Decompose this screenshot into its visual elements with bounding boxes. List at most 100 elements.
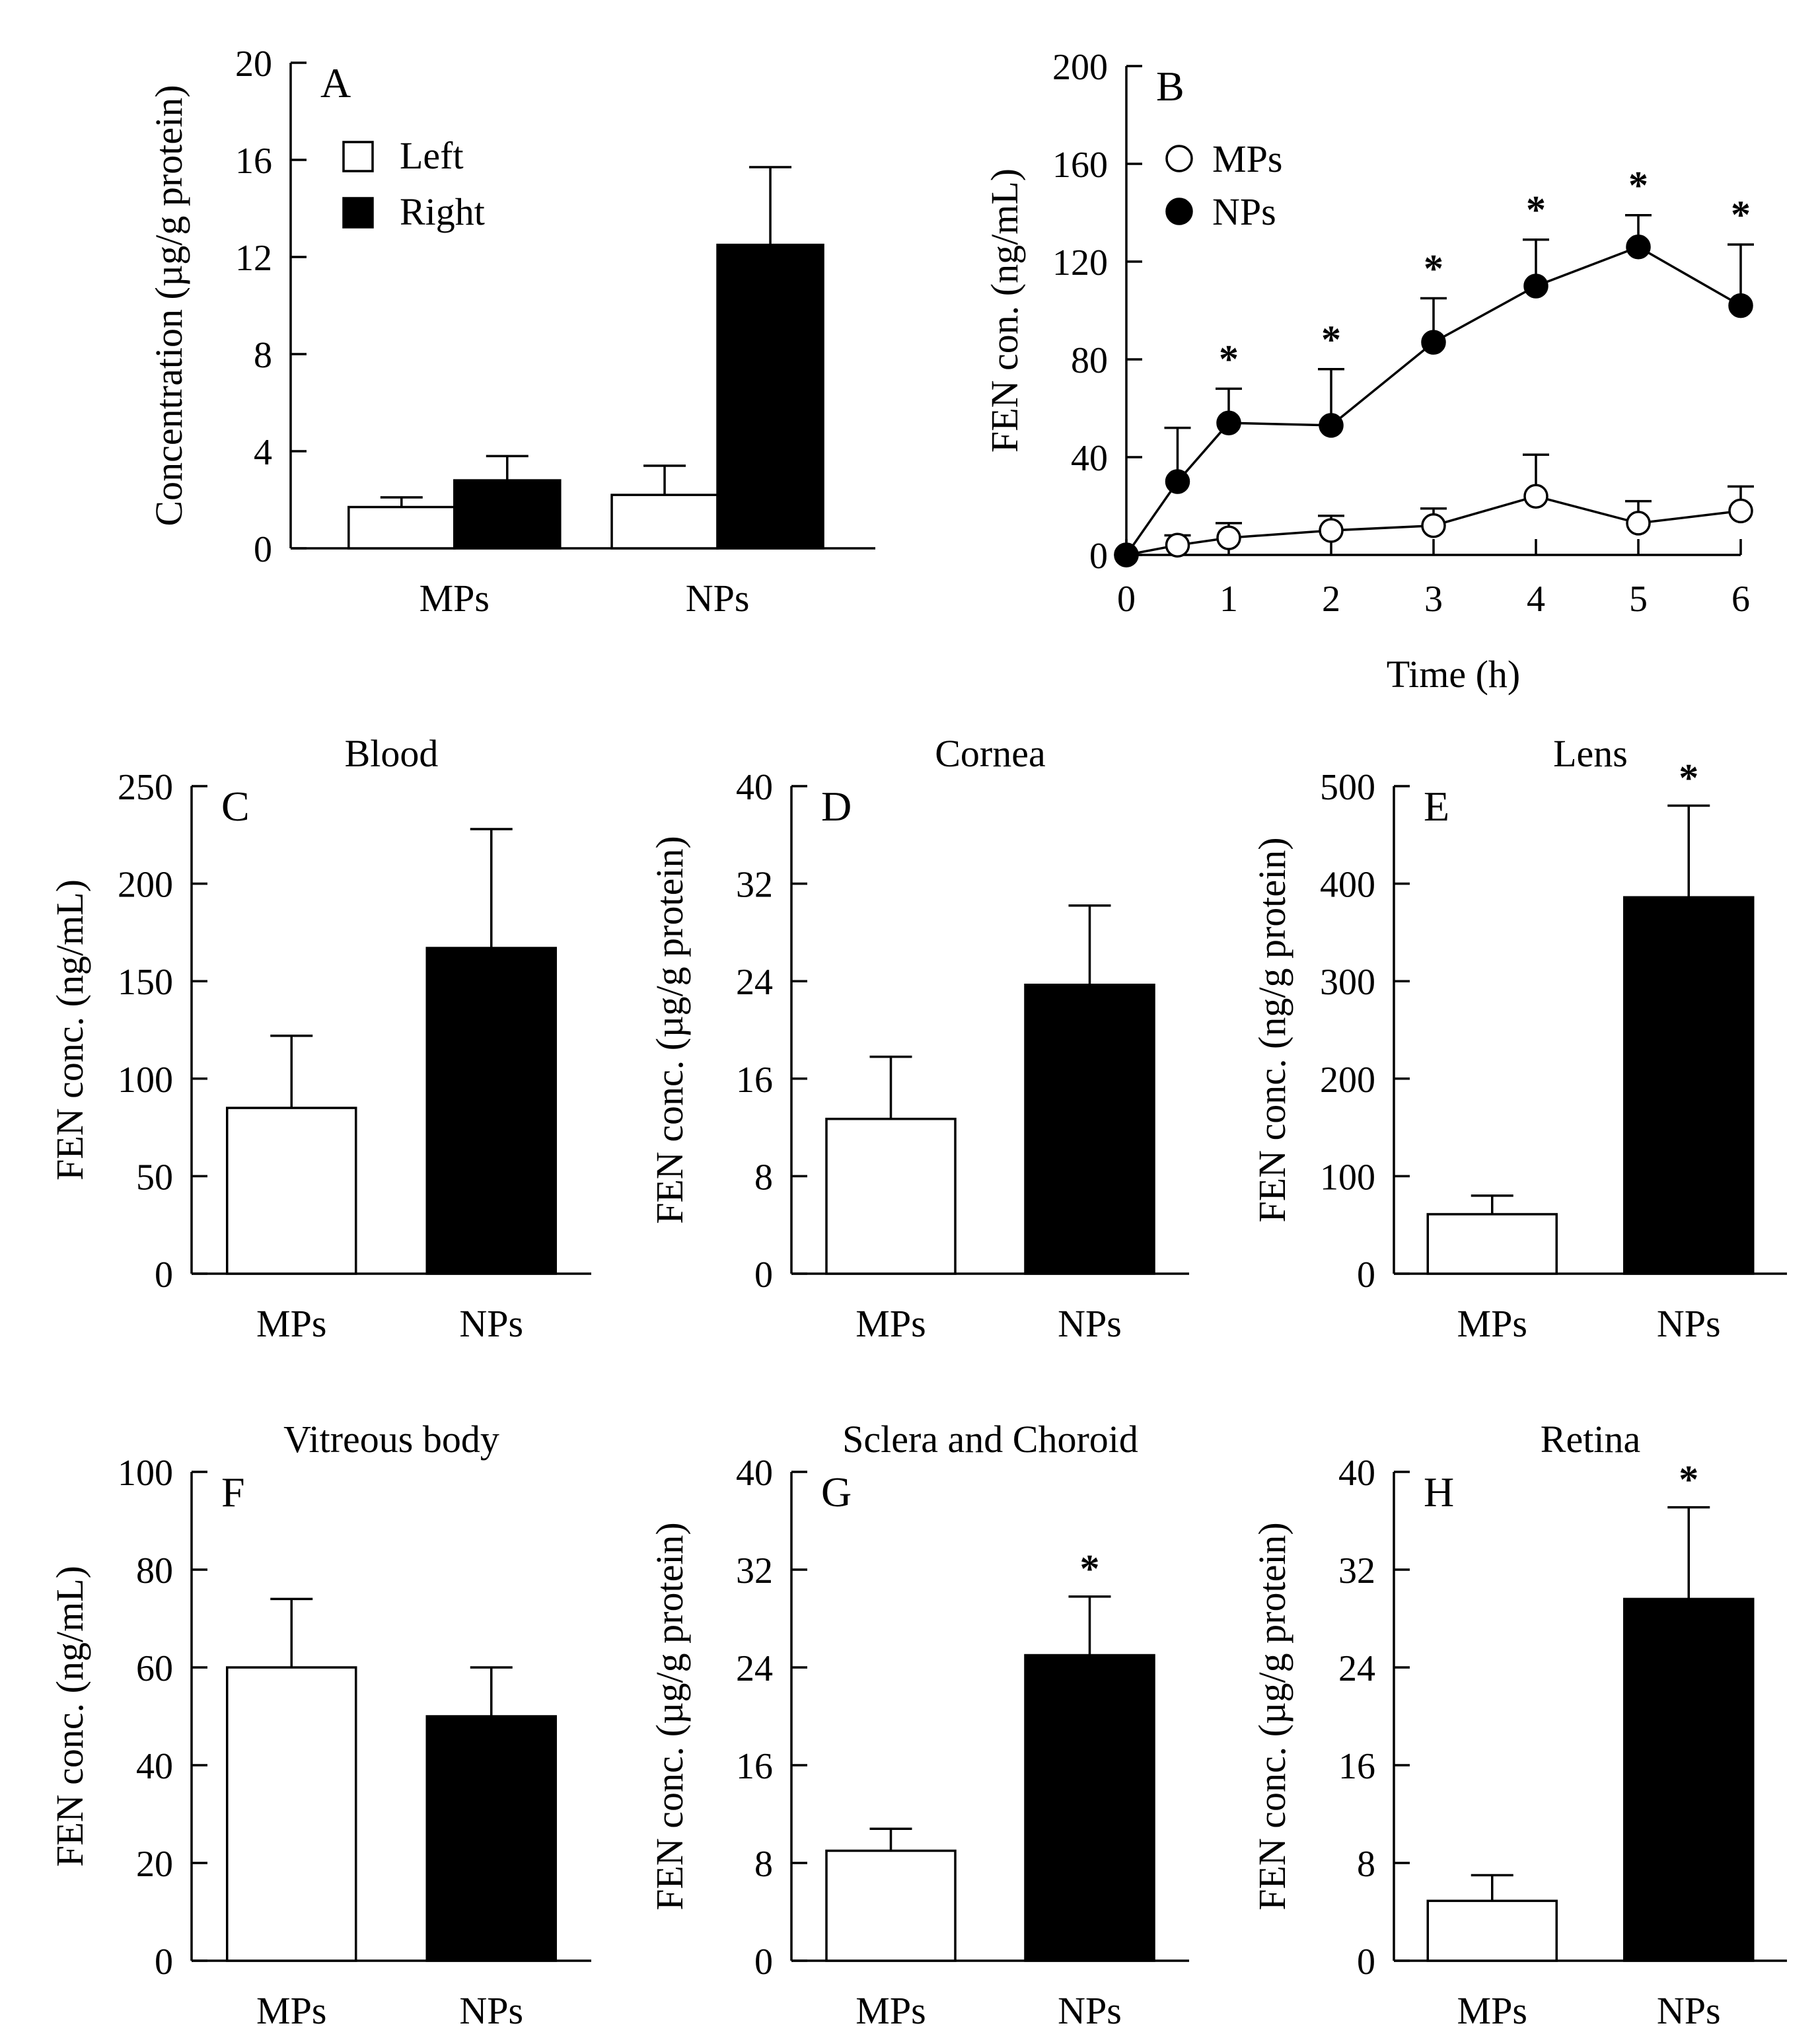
bar bbox=[610, 493, 719, 550]
y-tick-label: 150 bbox=[118, 962, 173, 1003]
y-tick-label: 80 bbox=[136, 1550, 173, 1591]
chart-panel-h: 0 8 16 24 32 40 FEN conc. (µg/g protein) H Retin… bbox=[1251, 1418, 1787, 2032]
panel-letter: G bbox=[821, 1469, 852, 1515]
data-point-nps bbox=[1114, 542, 1139, 567]
bar bbox=[1024, 1654, 1155, 1962]
significance-mark: * bbox=[1679, 1458, 1698, 1502]
y-tick-label: 20 bbox=[136, 1844, 173, 1885]
legend-label: MPs bbox=[1212, 137, 1282, 180]
chart-panel-c: 0 50 100 150 200 250 FEN conc. (ng/mL) C Blood MP… bbox=[48, 732, 591, 1345]
x-axis-title: Time (h) bbox=[1387, 653, 1521, 696]
legend-label: Right bbox=[400, 190, 485, 233]
data-point-nps bbox=[1626, 235, 1651, 260]
x-category-label: NPs bbox=[1657, 1989, 1721, 2032]
x-tick-label: 5 bbox=[1629, 579, 1648, 620]
y-tick-label: 120 bbox=[1052, 242, 1108, 283]
y-tick-label: 80 bbox=[1071, 340, 1108, 381]
y-tick-label: 32 bbox=[736, 865, 773, 906]
bar bbox=[825, 1117, 957, 1275]
chart-panel-g: 0 8 16 24 32 40 FEN conc. (µg/g protein) G Scler… bbox=[648, 1418, 1189, 2032]
y-tick-label: 16 bbox=[1338, 1746, 1375, 1787]
x-category-label: NPs bbox=[1058, 1302, 1122, 1345]
chart-panel-d: 0 8 16 24 32 40 FEN conc. (µg/g protein) D Corne… bbox=[648, 732, 1189, 1345]
y-tick-label: 100 bbox=[118, 1060, 173, 1101]
y-tick-label: 8 bbox=[754, 1844, 773, 1885]
panel-letter: F bbox=[221, 1469, 245, 1515]
panel-letter: E bbox=[1424, 783, 1449, 830]
y-tick-label: 32 bbox=[1338, 1550, 1375, 1591]
y-tick-label: 20 bbox=[235, 44, 272, 85]
data-point-nps bbox=[1319, 413, 1344, 438]
panel-title: Vitreous body bbox=[283, 1418, 499, 1461]
significance-mark: * bbox=[1731, 193, 1751, 237]
y-tick-label: 16 bbox=[736, 1060, 773, 1101]
y-tick-label: 200 bbox=[1052, 47, 1108, 88]
y-tick-label: 32 bbox=[736, 1550, 773, 1591]
y-tick-label: 8 bbox=[754, 1157, 773, 1198]
x-category-label: MPs bbox=[1457, 1302, 1527, 1345]
y-tick-label: 40 bbox=[736, 1453, 773, 1494]
y-tick-label: 24 bbox=[736, 962, 773, 1003]
data-point-mps bbox=[1319, 518, 1344, 543]
panel-letter: C bbox=[221, 783, 250, 830]
y-tick-label: 12 bbox=[235, 238, 272, 279]
y-tick-label: 0 bbox=[754, 1255, 773, 1295]
bar bbox=[1623, 896, 1755, 1275]
panel-letter: H bbox=[1424, 1469, 1454, 1515]
y-tick-label: 16 bbox=[736, 1746, 773, 1787]
x-category-label: MPs bbox=[855, 1989, 926, 2032]
legend-marker bbox=[1165, 198, 1193, 225]
bar bbox=[716, 243, 824, 550]
y-tick-label: 16 bbox=[235, 141, 272, 182]
y-tick-label: 500 bbox=[1320, 767, 1375, 808]
y-axis-title: FEN conc. (ng/g protein) bbox=[1251, 837, 1293, 1222]
y-tick-label: 0 bbox=[754, 1942, 773, 1983]
panel-letter: D bbox=[821, 783, 852, 830]
bar bbox=[425, 1715, 557, 1962]
bar bbox=[1623, 1597, 1755, 1962]
x-tick-label: 4 bbox=[1527, 579, 1545, 620]
bar bbox=[825, 1849, 957, 1962]
y-tick-label: 200 bbox=[118, 865, 173, 906]
x-tick-label: 6 bbox=[1731, 579, 1750, 620]
x-tick-label: 2 bbox=[1322, 579, 1340, 620]
data-point-nps bbox=[1523, 273, 1548, 299]
legend-marker bbox=[1165, 145, 1193, 172]
significance-mark: * bbox=[1219, 337, 1239, 381]
y-tick-label: 40 bbox=[1071, 438, 1108, 479]
bar bbox=[1024, 983, 1155, 1275]
x-category-label: MPs bbox=[419, 577, 490, 620]
y-axis-title: FEN conc. (ng/mL) bbox=[48, 879, 91, 1181]
data-point-mps bbox=[1626, 511, 1651, 536]
y-axis-title: FEN conc. (µg/g protein) bbox=[1251, 1522, 1293, 1911]
y-axis-title: FEN conc. (µg/g protein) bbox=[648, 836, 691, 1224]
chart-panel-f: 0 20 40 60 80 100 FEN conc. (ng/mL) F Vitreous b… bbox=[48, 1418, 591, 2032]
data-point-mps bbox=[1421, 513, 1446, 538]
bar bbox=[425, 947, 557, 1275]
x-category-label: NPs bbox=[1657, 1302, 1721, 1345]
x-tick-label: 3 bbox=[1424, 579, 1443, 620]
bar bbox=[347, 505, 456, 550]
significance-mark: * bbox=[1080, 1547, 1100, 1591]
significance-mark: * bbox=[1321, 318, 1341, 361]
y-tick-label: 8 bbox=[1357, 1844, 1375, 1885]
significance-mark: * bbox=[1526, 188, 1546, 232]
data-point-mps bbox=[1165, 532, 1190, 558]
data-point-nps bbox=[1728, 293, 1753, 318]
significance-mark: * bbox=[1628, 164, 1648, 207]
y-tick-label: 60 bbox=[136, 1648, 173, 1689]
panel-title: Blood bbox=[345, 732, 439, 775]
chart-panel-e: 0 100 200 300 400 500 FEN conc. (ng/g protein)… bbox=[1251, 732, 1787, 1345]
bar bbox=[226, 1666, 357, 1962]
x-tick-label: 0 bbox=[1117, 579, 1136, 620]
y-tick-label: 50 bbox=[136, 1157, 173, 1198]
legend-swatch bbox=[342, 141, 374, 172]
x-category-label: NPs bbox=[459, 1302, 523, 1345]
data-point-mps bbox=[1523, 484, 1548, 509]
y-tick-label: 0 bbox=[254, 529, 272, 570]
panel-title: Lens bbox=[1553, 732, 1628, 775]
y-tick-label: 250 bbox=[118, 767, 173, 808]
y-tick-label: 40 bbox=[736, 767, 773, 808]
bar bbox=[453, 479, 562, 550]
